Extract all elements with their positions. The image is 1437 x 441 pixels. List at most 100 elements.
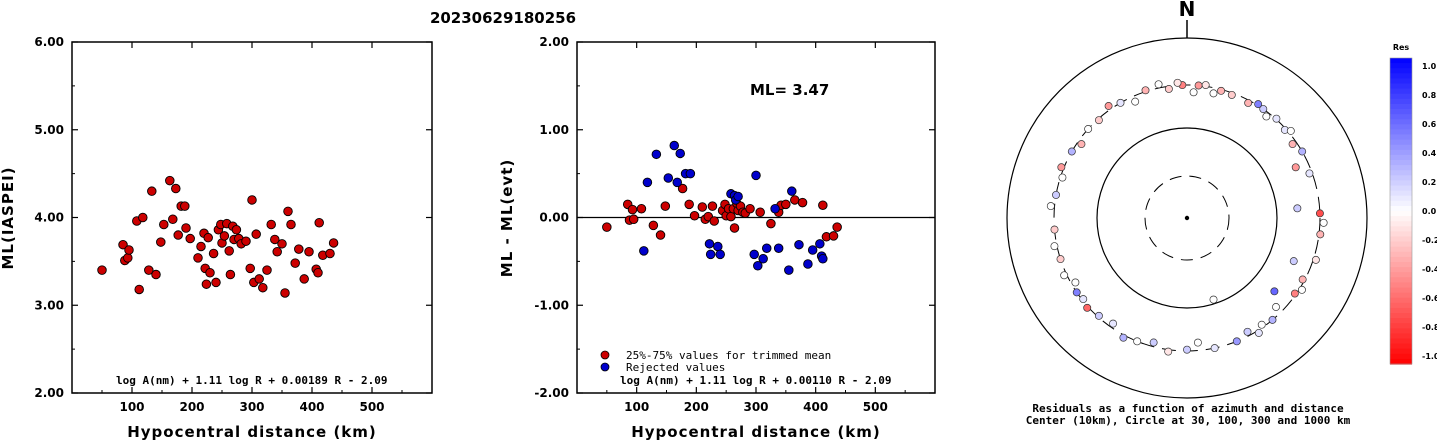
colorbar-segment (1390, 262, 1412, 268)
colorbar-segment (1390, 292, 1412, 299)
data-point (313, 268, 323, 278)
colorbar-segment (1390, 109, 1412, 115)
x-tick-label: 100 (624, 400, 649, 414)
data-point (258, 282, 268, 293)
station-residual-point (1164, 347, 1173, 356)
colorbar-segment (1390, 160, 1412, 166)
x-tick-label: 300 (743, 400, 768, 414)
colorbar-segment (1390, 68, 1412, 74)
residual-colorbar: Res 1.0 0.8 0.6 0.4 0.2 0.0 -0.2 -0.4 -0.6 -0.8 -1… (1389, 43, 1437, 365)
colorbar-segment (1390, 211, 1412, 217)
colorbar-segment (1390, 333, 1412, 340)
data-point (642, 177, 653, 188)
data-point (270, 234, 280, 245)
data-point (147, 186, 157, 196)
data-point (97, 265, 107, 275)
data-point (636, 203, 647, 214)
colorbar-segment (1390, 216, 1412, 222)
data-point (203, 232, 213, 243)
data-point (294, 244, 304, 254)
colorbar-segment (1390, 190, 1412, 197)
data-point (283, 206, 293, 217)
station-residual-point (1060, 271, 1069, 280)
station-residual-point (1305, 169, 1314, 178)
colorbar-tick-label: -0.8 (1422, 323, 1437, 332)
data-point (118, 239, 128, 250)
station-residual-point (1094, 311, 1103, 320)
colorbar-tick-label: 1.0 (1422, 62, 1437, 71)
colorbar-segment (1390, 231, 1412, 238)
data-point (751, 170, 761, 181)
data-point (697, 202, 708, 212)
x-tick-label: 200 (684, 400, 709, 414)
ring-1000km (1006, 37, 1368, 399)
data-point (733, 191, 743, 202)
colorbar-segment (1390, 98, 1412, 105)
y-tick-label: 2.00 (34, 386, 64, 400)
station-residual-point (1194, 81, 1203, 90)
colorbar-tick-label: 0.6 (1422, 120, 1437, 129)
colorbar-segment (1390, 277, 1412, 283)
x-tick-label: 400 (803, 400, 828, 414)
colorbar-segment (1390, 144, 1412, 151)
station-residual-point (1131, 97, 1140, 106)
data-point (180, 201, 190, 211)
data-point (168, 214, 178, 225)
panel-1-points (97, 175, 339, 298)
station-residual-point (1257, 320, 1266, 329)
station-residual-point (1311, 255, 1320, 264)
station-residual-point (1193, 338, 1202, 347)
data-point (815, 239, 825, 249)
station-residual-point (1262, 112, 1271, 121)
data-point (803, 259, 813, 269)
colorbar-segment (1390, 180, 1412, 187)
station-residual-point (1104, 102, 1113, 110)
station-residual-point (1046, 202, 1055, 211)
legend-red-label: 25%-75% values for trimmed mean (626, 349, 831, 362)
north-label: N (1179, 0, 1196, 21)
y-tick-label: -1.00 (534, 298, 569, 312)
data-point (272, 246, 282, 257)
colorbar-tick-label: -1.0 (1422, 352, 1437, 361)
panel-azimuth-residual: N Residuals as a function of azimuth and… (1006, 0, 1368, 427)
data-point (266, 219, 276, 230)
x-tick-label: 500 (863, 400, 888, 414)
data-point (314, 218, 324, 228)
data-point (280, 288, 290, 298)
panel-1-xlabel: Hypocentral distance (km) (127, 423, 377, 441)
station-residual-point (1050, 242, 1059, 251)
colorbar-segment (1390, 338, 1412, 345)
colorbar-segment (1390, 119, 1412, 125)
data-point (709, 216, 719, 226)
data-point (715, 249, 725, 260)
ml-value-label: ML= 3.47 (750, 81, 829, 99)
data-point (225, 269, 236, 280)
data-point (729, 223, 740, 233)
colorbar-segment (1390, 241, 1412, 248)
station-residual-point (1119, 333, 1128, 342)
data-point (684, 199, 694, 210)
station-residual-point (1183, 345, 1191, 354)
station-residual-point (1164, 85, 1173, 93)
data-point (328, 238, 339, 248)
station-residual-point (1243, 327, 1252, 336)
data-point (685, 168, 696, 179)
colorbar-segment (1390, 323, 1412, 329)
station-residual-point (1288, 140, 1297, 149)
x-tick-label: 300 (239, 400, 264, 414)
station-residual-point (1149, 338, 1158, 347)
data-point (832, 222, 842, 232)
station-residual-point (1232, 337, 1241, 346)
ring-100km (1096, 127, 1278, 309)
data-point (134, 284, 144, 295)
station-residual-point (1289, 257, 1298, 266)
station-residual-point (1244, 99, 1253, 107)
data-point (669, 140, 680, 151)
data-point (794, 239, 804, 250)
data-point (753, 261, 763, 271)
data-point (251, 229, 261, 239)
panel-1-frame (71, 41, 433, 394)
colorbar-tick-label: -0.4 (1422, 265, 1437, 274)
y-tick-label: 3.00 (34, 298, 64, 312)
colorbar-tick-label: 0.0 (1422, 207, 1437, 216)
